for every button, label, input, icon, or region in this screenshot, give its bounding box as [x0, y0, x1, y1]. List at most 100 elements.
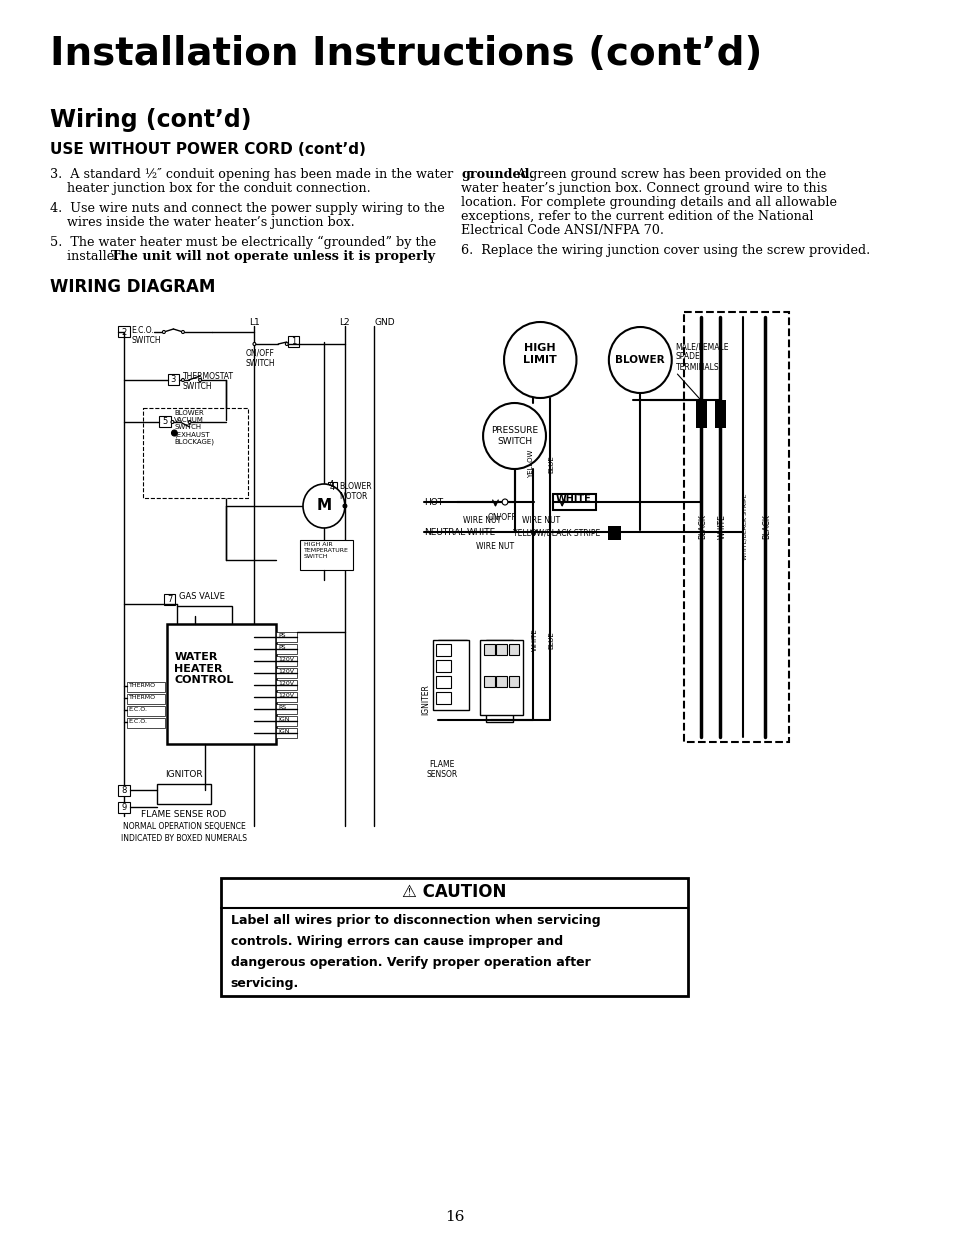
Text: E.C.O.
SWITCH: E.C.O. SWITCH	[132, 326, 161, 346]
Bar	[683, 312, 788, 742]
Text: HIGH AIR
TEMPERATURE
SWITCH: HIGH AIR TEMPERATURE SWITCH	[304, 542, 349, 558]
Text: ON/OFF: ON/OFF	[487, 512, 516, 521]
Text: 3: 3	[171, 374, 176, 384]
Bar	[127, 706, 165, 715]
Bar	[436, 692, 450, 704]
Text: WIRING DIAGRAM: WIRING DIAGRAM	[50, 278, 214, 296]
Text: HIGH
LIMIT: HIGH LIMIT	[523, 343, 557, 365]
Bar	[118, 326, 130, 337]
Bar	[437, 640, 466, 658]
Text: WHITE/BLACK STRIPE: WHITE/BLACK STRIPE	[741, 494, 747, 560]
Text: PRESSURE
SWITCH: PRESSURE SWITCH	[491, 427, 537, 445]
Bar	[436, 676, 450, 688]
Text: THERMO: THERMO	[129, 694, 155, 701]
Circle shape	[172, 430, 177, 436]
Text: USE WITHOUT POWER CORD (cont’d): USE WITHOUT POWER CORD (cont’d)	[50, 143, 365, 157]
Bar	[485, 668, 512, 680]
Text: 5.  The water heater must be electrically “grounded” by the: 5. The water heater must be electrically…	[50, 236, 436, 249]
Text: WIRE NUT: WIRE NUT	[462, 516, 500, 525]
Text: IGN: IGN	[278, 729, 290, 734]
Text: location. For complete grounding details and all allowable: location. For complete grounding details…	[460, 196, 837, 210]
Circle shape	[171, 420, 173, 424]
Text: YELLOW: YELLOW	[527, 450, 533, 479]
Bar	[479, 640, 522, 715]
Bar	[443, 658, 466, 676]
Text: Installation Instructions (cont’d): Installation Instructions (cont’d)	[50, 35, 761, 73]
Circle shape	[501, 498, 507, 505]
Text: WHITE: WHITE	[717, 515, 726, 539]
Bar	[436, 660, 450, 672]
Bar	[496, 676, 506, 687]
Text: IGNITOR: IGNITOR	[165, 770, 202, 779]
Text: 8: 8	[121, 786, 127, 795]
Text: RS: RS	[278, 706, 286, 711]
Bar	[127, 694, 165, 704]
Bar	[276, 728, 297, 738]
Text: FLAME
SENSOR: FLAME SENSOR	[426, 760, 457, 780]
Bar	[300, 539, 353, 570]
Bar	[695, 401, 706, 428]
Text: YELLOW/BLACK STRIPE: YELLOW/BLACK STRIPE	[512, 528, 599, 537]
Text: BLOWER
VACUUM
SWITCH
(EXHAUST
BLOCKAGE): BLOWER VACUUM SWITCH (EXHAUST BLOCKAGE)	[174, 410, 214, 445]
Text: GAS VALVE: GAS VALVE	[179, 591, 225, 601]
Bar	[485, 682, 512, 694]
Text: IGNITER: IGNITER	[421, 684, 430, 715]
Text: BLUE: BLUE	[548, 631, 554, 649]
Bar	[485, 640, 512, 652]
Bar	[432, 640, 468, 711]
Circle shape	[198, 378, 201, 382]
Text: IGN: IGN	[278, 717, 290, 722]
Bar	[288, 336, 299, 347]
Circle shape	[303, 484, 345, 528]
Text: WIRE NUT: WIRE NUT	[521, 516, 559, 525]
Bar	[159, 415, 171, 427]
Text: INDICATED BY BOXED NUMERALS: INDICATED BY BOXED NUMERALS	[121, 835, 247, 843]
Text: A green ground screw has been provided on the: A green ground screw has been provided o…	[516, 167, 826, 181]
Bar	[485, 711, 512, 722]
Text: controls. Wiring errors can cause improper and: controls. Wiring errors can cause improp…	[231, 935, 562, 949]
Text: heater junction box for the conduit connection.: heater junction box for the conduit conn…	[67, 182, 370, 195]
Text: 16: 16	[444, 1210, 464, 1224]
Bar	[276, 704, 297, 714]
Bar	[143, 408, 248, 498]
Text: E.C.O.: E.C.O.	[129, 719, 148, 724]
Bar	[168, 374, 179, 384]
Text: L1: L1	[249, 317, 259, 327]
Text: NEUTRAL: NEUTRAL	[423, 528, 465, 537]
Bar	[714, 401, 725, 428]
Bar	[167, 624, 276, 744]
Circle shape	[285, 342, 288, 346]
Text: 5: 5	[162, 417, 168, 427]
Text: WIRE NUT: WIRE NUT	[476, 542, 514, 551]
Circle shape	[181, 331, 184, 334]
Text: 120V: 120V	[278, 693, 294, 698]
Text: THERMO: THERMO	[129, 683, 155, 688]
Text: 9: 9	[121, 804, 127, 812]
Text: dangerous operation. Verify proper operation after: dangerous operation. Verify proper opera…	[231, 956, 590, 968]
Text: 120V: 120V	[278, 681, 294, 686]
Bar	[552, 494, 595, 510]
Circle shape	[482, 403, 545, 469]
Bar	[221, 878, 687, 996]
Bar	[276, 656, 297, 666]
Text: 7: 7	[167, 595, 172, 604]
Text: grounded.: grounded.	[460, 167, 534, 181]
Bar	[436, 644, 450, 656]
Text: BLUE: BLUE	[548, 455, 554, 472]
Text: 6.  Replace the wiring junction cover using the screw provided.: 6. Replace the wiring junction cover usi…	[460, 244, 869, 257]
Text: PS: PS	[278, 645, 286, 650]
Text: servicing.: servicing.	[231, 977, 298, 990]
Circle shape	[503, 322, 576, 398]
Bar	[508, 676, 518, 687]
Bar	[276, 715, 297, 725]
Bar	[439, 646, 466, 663]
Bar	[496, 644, 506, 655]
Text: wires inside the water heater’s junction box.: wires inside the water heater’s junction…	[67, 216, 355, 229]
Text: exceptions, refer to the current edition of the National: exceptions, refer to the current edition…	[460, 210, 813, 223]
Text: GND: GND	[375, 317, 395, 327]
Text: HOT: HOT	[423, 498, 443, 507]
Text: E.C.O.: E.C.O.	[129, 707, 148, 712]
Text: WHITE: WHITE	[531, 629, 537, 651]
Text: 1: 1	[291, 337, 295, 346]
Circle shape	[343, 503, 347, 508]
